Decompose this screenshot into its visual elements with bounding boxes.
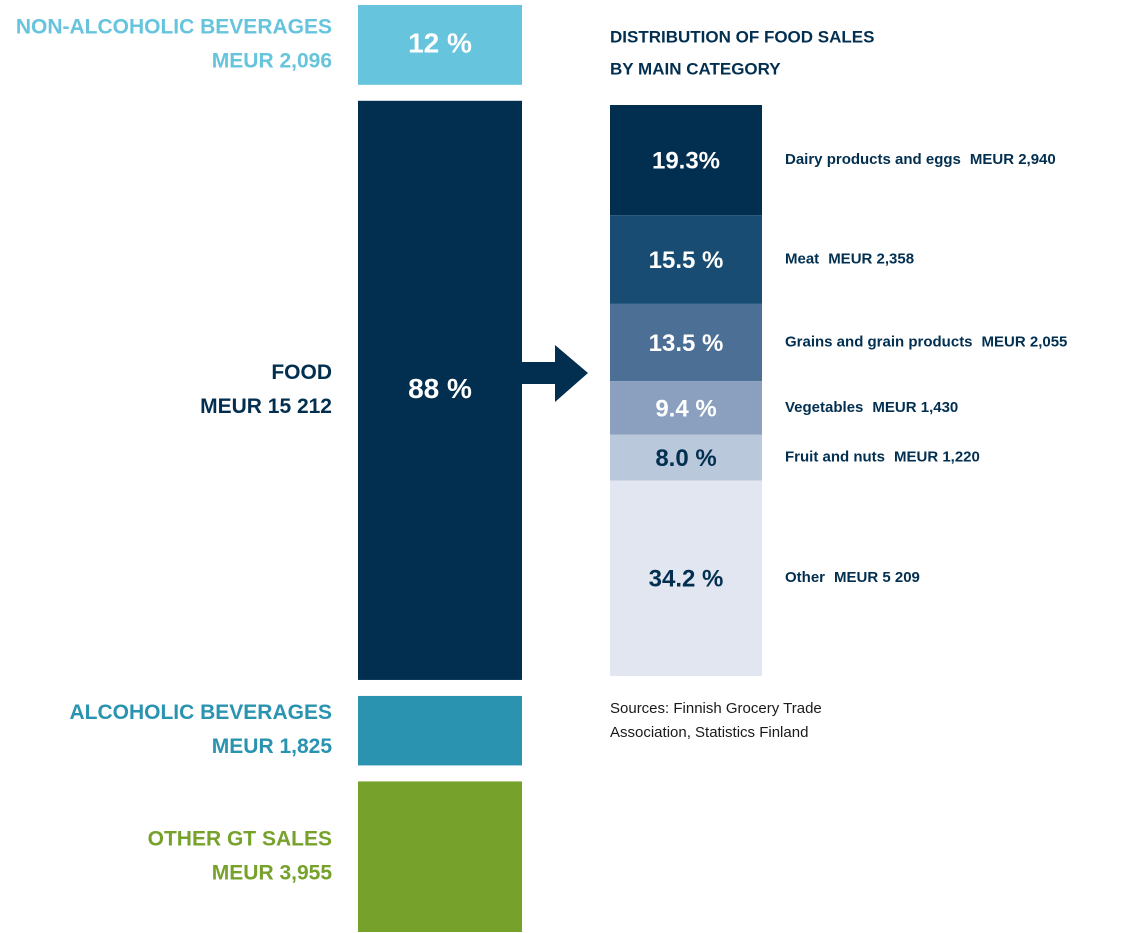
chart-title: DISTRIBUTION OF FOOD SALES: [610, 27, 874, 46]
segment: [610, 215, 762, 304]
category-label: FOOD: [271, 361, 332, 384]
value-label: 13.5 %: [649, 330, 724, 357]
source: Sources: Finnish Grocery Trade: [610, 700, 822, 717]
category-label: Fruit and nuts: [785, 449, 885, 466]
chart-subtitle: BY MAIN CATEGORY: [610, 59, 781, 78]
block: [358, 781, 522, 932]
segment: [610, 434, 762, 481]
amount-label: MEUR 5 209: [834, 569, 920, 586]
category-label: Other: [785, 569, 825, 586]
amount-label: MEUR 1,430: [872, 399, 958, 416]
value-label: MEUR 1,825: [212, 735, 333, 758]
block: [358, 5, 522, 85]
share-label: 88 %: [408, 373, 472, 404]
category-label: Grains and grain products: [785, 333, 973, 350]
segment: [610, 381, 762, 435]
block: [358, 695, 522, 766]
value-label: 9.4 %: [655, 395, 716, 422]
segment: [610, 105, 762, 216]
source: Association, Statistics Finland: [610, 724, 808, 741]
category-label: Dairy products and eggs: [785, 151, 961, 168]
category-label: Vegetables: [785, 399, 863, 416]
value-label: 15.5 %: [649, 247, 724, 274]
amount-label: MEUR 2,940: [970, 151, 1056, 168]
value-label: 19.3%: [652, 148, 720, 175]
amount-label: MEUR 2,055: [982, 333, 1068, 350]
segment: [610, 480, 762, 676]
value-label: MEUR 15 212: [200, 395, 332, 418]
value-label: 8.0 %: [655, 445, 716, 472]
arrow: [522, 345, 588, 402]
value-label: 34.2 %: [649, 566, 724, 593]
category-label: Meat: [785, 251, 819, 268]
category-label: ALCOHOLIC BEVERAGES: [69, 701, 332, 724]
amount-label: MEUR 1,220: [894, 449, 980, 466]
share-label: 12 %: [408, 27, 472, 58]
category-label: NON-ALCOHOLIC BEVERAGES: [16, 15, 332, 38]
value-label: MEUR 3,955: [212, 861, 333, 884]
value-label: MEUR 2,096: [212, 49, 332, 72]
segment: [610, 303, 762, 382]
block: [358, 100, 522, 680]
amount-label: MEUR 2,358: [828, 251, 914, 268]
category-label: OTHER GT SALES: [148, 827, 332, 850]
